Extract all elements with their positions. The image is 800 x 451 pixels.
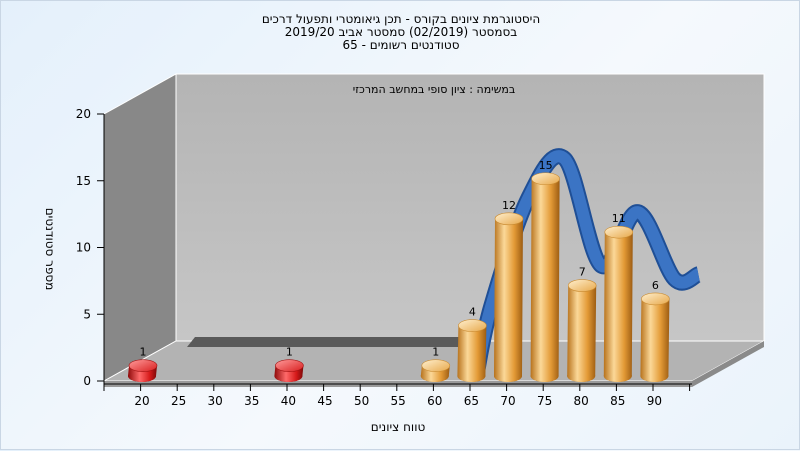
- back-plate: [187, 337, 479, 347]
- x-tick-label: 90: [647, 394, 662, 408]
- y-tick-label: 20: [76, 107, 91, 121]
- x-tick-label: 45: [317, 394, 332, 408]
- x-axis-title: טווח ציונים: [371, 420, 426, 434]
- bar: [420, 359, 451, 382]
- x-tick-label: 85: [610, 394, 625, 408]
- x-tick-label: 40: [281, 394, 296, 408]
- x-tick-label: 55: [391, 394, 406, 408]
- bar: [494, 212, 524, 382]
- bar-value-label: 1: [432, 346, 439, 359]
- x-tick-label: 30: [208, 394, 223, 408]
- y-tick-label: 5: [83, 307, 91, 321]
- x-tick-label: 35: [244, 394, 259, 408]
- bar-value-label: 1: [286, 346, 293, 359]
- bar: [567, 279, 597, 382]
- bar-value-label: 12: [502, 199, 516, 212]
- x-tick-label: 75: [537, 394, 552, 408]
- left-wall: [103, 73, 177, 382]
- x-tick-label: 50: [354, 394, 369, 408]
- bar-value-label: 7: [579, 266, 586, 279]
- bar: [274, 359, 304, 382]
- bar-value-label: 15: [539, 159, 553, 172]
- bar-value-label: 1: [140, 346, 147, 359]
- x-tick-label: 80: [574, 394, 589, 408]
- y-tick-label: 0: [83, 374, 91, 388]
- x-tick-label: 65: [464, 394, 479, 408]
- bar-value-label: 6: [652, 279, 659, 292]
- bar-value-label: 11: [612, 212, 626, 225]
- chart-title-line-1: היסטוגרמת ציונים בקורס - תכן גיאומטרי ות…: [261, 12, 541, 26]
- chart-annotation: במשימה : ציון סופי במחשב המרכזי: [353, 83, 516, 96]
- x-tick-label: 20: [134, 394, 149, 408]
- bar: [530, 172, 560, 382]
- y-tick-label: 15: [76, 174, 91, 188]
- y-tick-label: 10: [76, 241, 91, 255]
- chart-title-line-2: בסמסטר (02/2019) סמסטר אביב 2019/20: [284, 25, 518, 39]
- floor-side-edge: [692, 341, 764, 387]
- bar: [128, 359, 158, 382]
- x-tick-label: 70: [500, 394, 515, 408]
- bar: [457, 319, 487, 382]
- bar: [603, 225, 634, 382]
- y-axis-title: מספר סטודנטים: [43, 208, 57, 291]
- bar: [640, 292, 670, 382]
- back-wall: [175, 73, 765, 342]
- y-axis-ticks: 0 5 10 15 20: [76, 107, 104, 388]
- bar-value-label: 4: [469, 306, 476, 319]
- chart-title-line-3: סטודנטים רשומים - 65: [342, 38, 460, 52]
- x-axis-ticks: 20 25 30 35 40 45 50 55 60 65 70 75 80 85 90: [103, 384, 691, 408]
- x-tick-label: 60: [427, 394, 442, 408]
- x-tick-label: 25: [171, 394, 186, 408]
